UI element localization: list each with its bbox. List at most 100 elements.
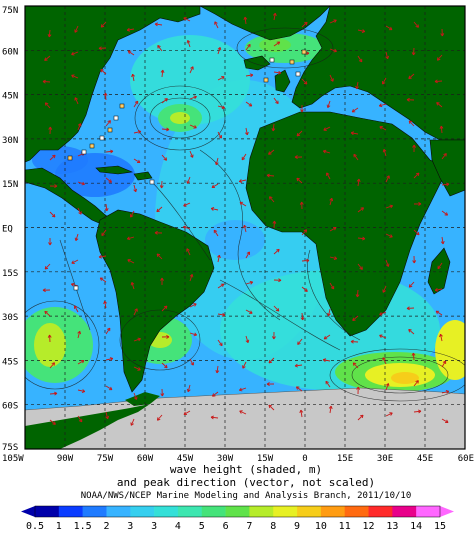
direction-vector-head [443, 153, 447, 155]
direction-vector-head [350, 341, 354, 344]
direction-vector-head [194, 332, 198, 336]
direction-vector-head [306, 51, 310, 54]
direction-vector [327, 100, 331, 108]
direction-vector [189, 66, 194, 74]
direction-vector [44, 263, 51, 270]
direction-vector-head [406, 99, 410, 102]
direction-vector-head [186, 40, 189, 44]
colorbar-label: 8 [270, 521, 276, 532]
direction-vector [357, 237, 366, 240]
latitude-tick-label: 75N [2, 6, 18, 16]
direction-vector-head [243, 16, 246, 20]
direction-vector-head [107, 120, 111, 123]
direction-vector-head [242, 225, 245, 229]
direction-vector-head [411, 352, 414, 356]
colorbar-label: 13 [386, 521, 398, 532]
direction-vector [49, 211, 56, 218]
colorbar-swatch [273, 506, 298, 517]
direction-vector [130, 210, 135, 218]
direction-vector-head [48, 34, 52, 38]
direction-vector-head [70, 283, 74, 287]
direction-vector [301, 229, 307, 236]
direction-vector-head [294, 156, 298, 160]
direction-vector-head [154, 23, 158, 27]
direction-vector-head [350, 132, 354, 136]
direction-vector-head [126, 29, 131, 32]
colorbar-label: 6 [223, 521, 229, 532]
direction-vector [245, 309, 253, 314]
land-south-america [95, 209, 215, 393]
colorbar-swatch [82, 506, 107, 517]
direction-vector [239, 410, 247, 415]
direction-vector-head [442, 360, 446, 363]
direction-vector-head [379, 105, 383, 108]
direction-vector [217, 76, 225, 81]
direction-vector-head [306, 258, 310, 261]
direction-vector-head [127, 259, 130, 263]
direction-vector [300, 410, 303, 418]
direction-vector-head [409, 285, 413, 288]
land-madagascar [427, 247, 451, 295]
direction-vector [161, 69, 164, 78]
direction-vector [127, 236, 135, 240]
colorbar-label: 1.5 [74, 521, 92, 532]
direction-vector [441, 418, 449, 423]
direction-vector-head [51, 362, 55, 365]
direction-vector [100, 69, 107, 75]
direction-vector-head [435, 310, 438, 315]
direction-vector-head [45, 267, 49, 270]
land-antarctic-peninsula [125, 392, 160, 406]
direction-vector-head [417, 231, 420, 235]
direction-vector [45, 102, 51, 109]
colorbar-label: 7 [246, 521, 252, 532]
direction-vector [379, 334, 387, 339]
direction-vector-head [82, 389, 86, 392]
direction-vector-head [418, 409, 422, 412]
direction-vector [385, 25, 393, 31]
direction-vector [133, 392, 137, 400]
longitude-labels: 105W 90W 75W 60W 45W 30W 15W 0 15E 30E 45E 60E [2, 454, 474, 464]
direction-vector-head [272, 12, 276, 16]
direction-vector-head [388, 263, 390, 267]
direction-vector [183, 17, 191, 22]
direction-vector-head [276, 248, 280, 251]
direction-vector [408, 329, 415, 335]
direction-vector [214, 21, 219, 29]
direction-vector-head [44, 102, 47, 106]
direction-vector [213, 229, 219, 237]
direction-vector-head [268, 361, 273, 364]
direction-vector-head [106, 327, 111, 330]
direction-vector-head [187, 181, 191, 184]
direction-vector [408, 120, 415, 127]
direction-vector-head [272, 128, 276, 132]
direction-vector-head [77, 330, 81, 334]
colorbar-label: 3 [127, 521, 133, 532]
direction-vector-head [434, 81, 438, 84]
direction-vector [77, 181, 85, 185]
direction-vector [301, 260, 310, 262]
colorbar-swatch [177, 506, 203, 517]
direction-vector-head [242, 366, 246, 369]
colorbar-label: 5 [199, 521, 205, 532]
direction-vector-head [302, 317, 305, 321]
direction-vector [77, 207, 82, 215]
direction-vector-head [441, 33, 445, 37]
colorbar-label: 11 [339, 521, 351, 532]
direction-vector [408, 73, 415, 79]
direction-vector-head [389, 204, 393, 207]
direction-vector-head [48, 126, 51, 130]
direction-vector [357, 29, 365, 33]
direction-vector-head [107, 415, 110, 419]
latitude-tick-label: 30N [2, 136, 18, 146]
direction-vector [351, 132, 359, 135]
direction-vector-head [161, 393, 165, 397]
colorbar-label: 3 [151, 521, 157, 532]
direction-vector-head [278, 70, 282, 74]
direction-vector [49, 154, 56, 161]
direction-vector [99, 277, 107, 283]
colorbar-swatch [130, 506, 155, 517]
direction-vector-head [187, 389, 191, 393]
latitude-tick-label: 45S [2, 357, 18, 367]
colorbar-swatch [416, 506, 441, 517]
direction-vector [186, 176, 191, 184]
